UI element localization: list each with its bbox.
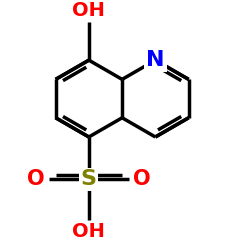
Text: S: S	[81, 169, 97, 189]
Text: O: O	[133, 169, 151, 189]
Text: O: O	[27, 169, 45, 189]
Text: OH: OH	[72, 222, 105, 242]
Text: OH: OH	[72, 1, 105, 20]
Text: N: N	[146, 50, 165, 70]
